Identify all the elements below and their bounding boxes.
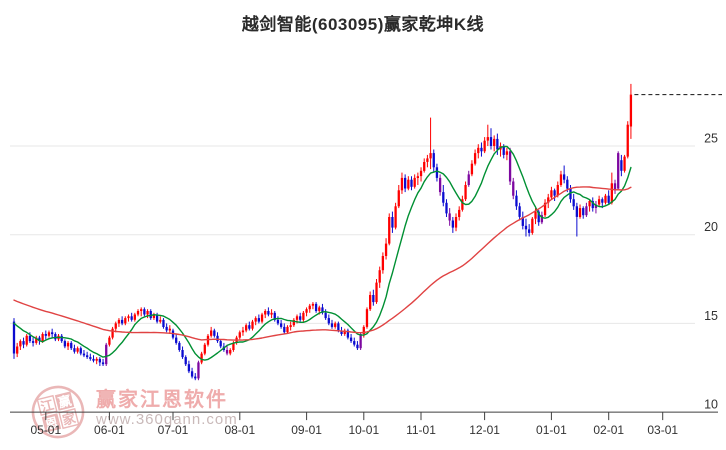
x-axis-tick-label: 01-01 — [536, 423, 567, 437]
y-axis-tick-label: 25 — [704, 132, 718, 146]
x-axis-tick-label: 08-01 — [224, 423, 255, 437]
y-axis-tick-label: 10 — [704, 398, 718, 412]
x-axis-tick-label: 12-01 — [469, 423, 500, 437]
y-axis-labels: 10 15 20 25 — [704, 132, 718, 412]
page-title: 越剑智能(603095)赢家乾坤K线 — [241, 15, 485, 34]
x-axis-tick-label: 11-01 — [406, 423, 436, 437]
x-axis-tick-label: 02-01 — [593, 423, 624, 437]
ma-line-fast — [13, 145, 632, 361]
grid-lines — [10, 145, 695, 324]
x-axis-tick-label: 03-01 — [647, 423, 678, 437]
x-axis-tick-label: 05-01 — [30, 423, 61, 437]
y-axis-tick-label: 15 — [704, 309, 718, 323]
y-axis-tick-label: 20 — [704, 220, 718, 234]
x-axis: 05-01 06-01 07-01 08-01 09-01 10-01 11-01 12-01… — [10, 411, 718, 437]
x-axis-tick-label: 07-01 — [158, 423, 189, 437]
ma-line-slow — [13, 186, 632, 341]
x-axis-tick-label: 06-01 — [94, 423, 125, 437]
x-axis-tick-label: 10-01 — [348, 423, 379, 437]
candlestick-series — [12, 83, 633, 381]
x-axis-tick-label: 09-01 — [291, 423, 322, 437]
